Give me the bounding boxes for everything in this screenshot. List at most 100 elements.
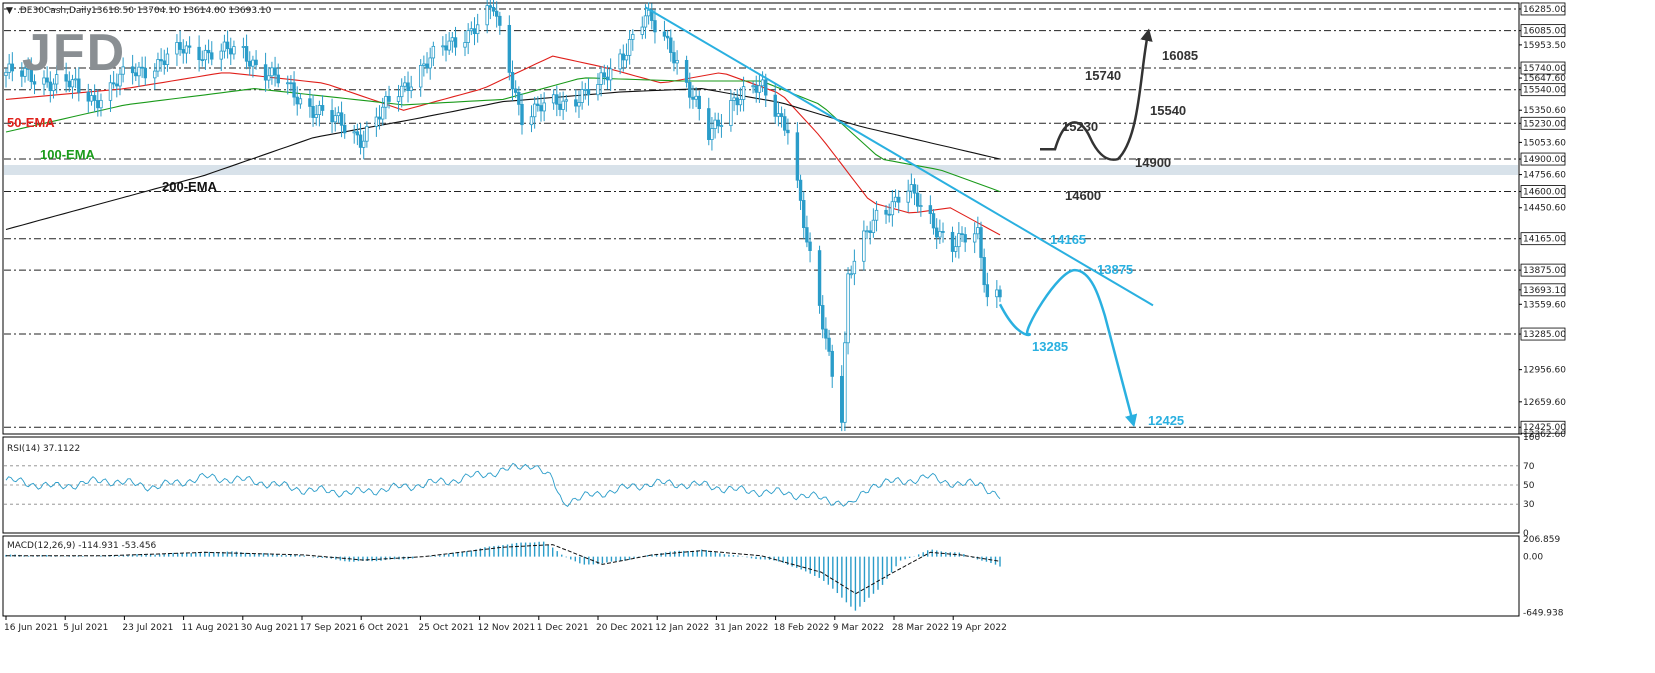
ema100-label: 100-EMA [40,147,96,162]
candle-body [469,28,474,32]
candle-body [276,74,280,84]
candle-body [915,192,920,207]
candle-body [529,116,534,126]
candle-body [29,68,34,83]
candle-body [684,59,689,83]
candle-body [874,209,879,221]
candle-body [662,31,667,37]
candle-body [187,45,192,48]
candle-body [273,67,277,76]
candle-body [779,113,784,118]
date-tick-label: 1 Dec 2021 [537,623,589,633]
date-tick-label: 28 Mar 2022 [892,623,949,633]
candle-body [206,49,211,54]
downtrend-line [644,6,1154,307]
ema-line-100-ema [5,77,1001,193]
candle-body [805,227,809,243]
candle-body [418,65,423,88]
candle-body [251,59,255,67]
candle-body [26,68,30,70]
price-level-box [1520,61,1566,75]
candle-body [10,63,15,72]
candle-body [817,250,822,306]
candle-body [732,97,736,101]
candle-body [760,79,765,87]
candle-body [200,59,204,61]
price-tick-label: 14900.00 [1523,155,1566,165]
candle-body [653,20,657,33]
candle-body [631,34,635,40]
candle-body [475,24,480,35]
candle-body [542,102,546,112]
candle-body [574,99,578,107]
label-13875: 13875 [1097,262,1133,277]
ema-line-50-ema [5,55,1001,236]
candle-body [111,82,116,85]
candle-body [783,116,787,131]
candle-body [596,84,600,96]
macd-label: MACD(12,26,9) -114.931 -53.456 [7,541,157,551]
candle-body [520,103,524,126]
label-13285: 13285 [1032,339,1068,354]
candle-body [494,10,499,17]
candle-body [665,35,670,39]
candle-body [365,126,369,142]
candle-body [428,57,432,69]
candle-body [48,81,53,92]
price-tick-label: 15230.00 [1523,119,1566,129]
candle-body [77,78,81,93]
candle-body [931,213,936,229]
candle-body [627,39,632,56]
trendline [644,6,1154,307]
price-axis: 16285.00 16085.00 15953.50 15740.0015647.60… [1519,2,1566,440]
candle-body [178,42,182,50]
candle-body [222,41,227,52]
price-level-box [1520,24,1566,38]
price-tick-label: 14165.00 [1523,235,1566,245]
resistance-zone [4,165,1518,175]
price-panel [2,2,1520,435]
price-tick-label: 15350.60 [1523,106,1566,116]
price-tick-label: 15540.00 [1523,86,1566,96]
jfd-logo: JFD [22,24,126,82]
price-tick-label: 14756.60 [1523,171,1566,181]
candle-body [808,241,812,251]
candle-body [957,233,961,248]
candle-body [865,230,869,233]
candle-body [244,46,249,62]
candle-body [751,85,755,88]
date-axis: 16 Jun 2021 5 Jul 2021 23 Jul 2021 11 Aug 2… [4,616,1007,633]
candle-body [406,82,410,92]
candle-body [976,227,980,235]
candle-body [675,59,679,64]
price-tick-label: 16285.00 [1523,5,1566,15]
candle-body [447,40,451,51]
candle-body [846,273,850,344]
candle-body [422,63,426,66]
candle-body [108,82,113,101]
candle-body [558,103,562,110]
candle-body [669,37,673,53]
candle-body [308,98,312,107]
candle-body [130,66,135,74]
ohlc-values: 13618.50 13704.10 13614.00 13693.10 [91,6,272,16]
candle-body [400,85,404,98]
candle-body [618,53,622,70]
candle-body [254,59,258,66]
candle-body [580,89,584,103]
candle-body [409,86,413,92]
label-14600: 14600 [1065,188,1101,203]
candle-body [862,230,866,262]
price-level-box [1520,420,1566,434]
date-tick-label: 6 Oct 2021 [359,623,409,633]
candle-body [564,99,569,102]
date-tick-label: 18 Feb 2022 [774,623,830,633]
candle-body [672,52,676,64]
candle-body [295,96,299,105]
rsi-label: RSI(14) 37.1122 [7,444,80,454]
candle-body [960,233,964,236]
candle-body [343,124,347,134]
candle-body [292,82,296,98]
price-tick-label: 14600.00 [1523,188,1566,198]
rsi-tick-label: 30 [1523,500,1535,510]
